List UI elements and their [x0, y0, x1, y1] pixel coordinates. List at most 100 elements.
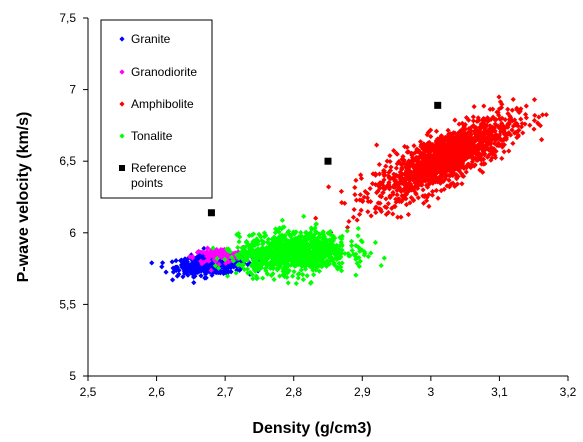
- y-tick-labels: 5 5,5 6 6,5 7 7,5: [59, 11, 76, 383]
- data-point: [427, 127, 434, 133]
- data-point: [339, 247, 345, 253]
- data-point: [314, 259, 321, 266]
- data-point: [191, 279, 197, 286]
- data-point: [314, 242, 320, 248]
- data-point: [484, 115, 491, 121]
- data-point: [536, 114, 542, 120]
- data-point: [285, 270, 291, 276]
- data-point: [176, 267, 182, 273]
- data-point: [509, 118, 516, 124]
- x-axis-title: Density (g/cm3): [252, 420, 371, 437]
- data-point: [497, 99, 504, 105]
- data-point: [261, 230, 268, 236]
- data-point: [270, 265, 276, 272]
- data-point: [314, 264, 320, 271]
- data-point: [440, 167, 447, 174]
- data-point: [393, 165, 399, 171]
- legend-item: Tonalite: [119, 129, 173, 143]
- data-point: [422, 159, 428, 165]
- data-point: [230, 258, 237, 264]
- legend-marker-icon: [119, 133, 125, 139]
- data-point: [212, 263, 218, 269]
- data-point: [458, 137, 464, 143]
- data-point: [472, 136, 478, 142]
- data-point: [429, 192, 435, 198]
- data-point: [245, 270, 251, 276]
- data-point: [284, 274, 290, 280]
- data-point: [402, 185, 408, 191]
- data-point: [269, 236, 275, 242]
- data-point: [286, 257, 293, 263]
- data-point: [270, 252, 276, 258]
- data-point: [290, 273, 296, 279]
- data-point: [293, 250, 299, 256]
- data-point: [475, 142, 481, 148]
- data-point: [460, 139, 466, 145]
- data-point: [196, 267, 202, 274]
- data-point: [276, 235, 282, 241]
- data-point: [412, 170, 418, 176]
- data-point: [312, 228, 319, 235]
- data-point: [539, 112, 546, 118]
- data-point: [477, 125, 483, 131]
- data-point: [409, 155, 416, 161]
- data-point: [225, 269, 231, 275]
- y-axis-title: P-wave velocity (km/s): [15, 112, 32, 283]
- data-point: [459, 181, 465, 187]
- data-point: [182, 258, 188, 264]
- data-point: [266, 246, 272, 252]
- data-point: [416, 170, 422, 176]
- data-point: [377, 182, 383, 188]
- data-point: [456, 144, 462, 151]
- legend-item: Amphibolite: [119, 97, 194, 111]
- data-point: [493, 137, 499, 143]
- data-point: [295, 243, 302, 249]
- data-point: [204, 257, 210, 264]
- data-point: [280, 272, 286, 278]
- series-tonalite: [210, 213, 387, 287]
- data-point: [339, 241, 345, 247]
- data-point: [421, 141, 427, 147]
- data-point: [312, 240, 318, 246]
- data-point: [488, 116, 494, 123]
- data-point: [408, 158, 414, 164]
- data-point: [282, 242, 288, 248]
- data-point: [509, 107, 515, 113]
- data-point: [471, 104, 477, 110]
- data-point: [383, 196, 389, 202]
- data-point: [433, 187, 439, 194]
- data-point: [418, 143, 424, 150]
- data-point: [496, 94, 502, 100]
- data-point: [336, 255, 342, 261]
- data-point: [322, 260, 328, 266]
- series-granodiorite: [187, 244, 260, 274]
- data-point: [460, 144, 466, 150]
- data-point: [396, 198, 402, 205]
- data-point: [489, 145, 495, 151]
- data-point: [374, 142, 380, 148]
- data-point: [403, 183, 409, 189]
- data-point: [472, 155, 478, 161]
- data-point: [466, 117, 472, 123]
- data-point: [394, 161, 400, 167]
- data-point: [313, 221, 319, 227]
- data-point: [480, 131, 486, 137]
- data-point: [210, 245, 216, 251]
- data-point: [281, 256, 287, 262]
- data-point: [424, 142, 430, 148]
- data-point: [413, 191, 419, 197]
- data-point: [208, 250, 214, 256]
- legend-label: Granodiorite: [131, 65, 197, 79]
- data-point: [389, 205, 395, 211]
- data-point: [431, 152, 437, 158]
- data-point: [296, 236, 302, 242]
- data-point: [338, 188, 345, 195]
- data-point: [313, 215, 319, 221]
- data-point: [433, 128, 440, 134]
- reference-point: [324, 157, 332, 165]
- data-point: [298, 267, 304, 273]
- data-point: [506, 120, 512, 127]
- data-point: [456, 166, 462, 172]
- data-point: [190, 271, 196, 277]
- data-point: [356, 211, 363, 218]
